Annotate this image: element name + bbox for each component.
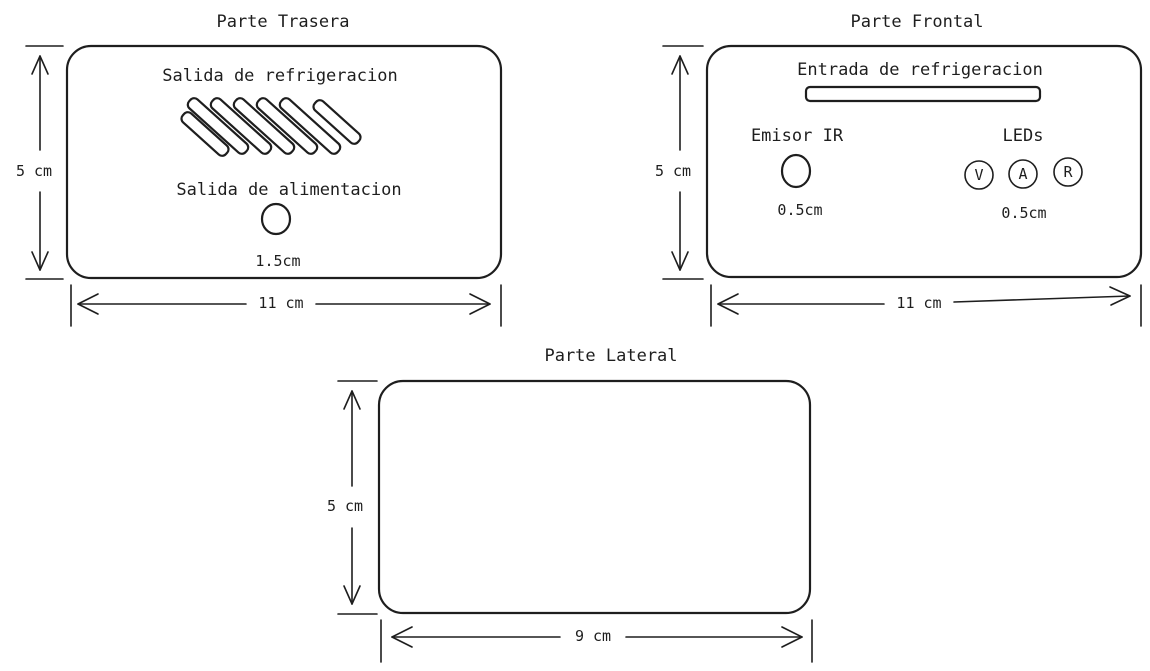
led-amber [1008, 159, 1038, 189]
rear-power-hole-size: 1.5cm [255, 252, 300, 270]
side-height-dimension: 5 cm [327, 380, 378, 615]
rear-cooling-outlet-label: Salida de refrigeracion [162, 66, 397, 86]
vent-slot [312, 99, 362, 145]
side-view: Parte Lateral 5 cm 9 cm [327, 346, 813, 663]
rear-view: Parte Trasera Salida de refrigeracion Sa… [16, 12, 503, 327]
led-green [964, 160, 994, 190]
front-title: Parte Frontal [850, 12, 983, 32]
led-red [1053, 157, 1083, 187]
rear-height-label: 5 cm [16, 162, 52, 180]
front-panel [705, 44, 1143, 279]
front-cooling-inlet-label: Entrada de refrigeracion [797, 60, 1043, 80]
side-width-dimension: 9 cm [380, 619, 813, 663]
side-height-label: 5 cm [327, 497, 363, 515]
led-amber-label: A [1018, 165, 1027, 183]
front-width-label: 11 cm [896, 294, 941, 312]
front-leds: V A R [964, 157, 1083, 190]
front-cooling-inlet-slot [804, 85, 1042, 103]
rear-power-outlet-label: Salida de alimentacion [176, 180, 401, 200]
vent-slot [278, 97, 342, 155]
front-ir-size: 0.5cm [777, 201, 822, 219]
led-red-label: R [1063, 163, 1073, 181]
front-ir-label: Emisor IR [751, 126, 844, 146]
front-ir-emitter [780, 153, 812, 189]
vent-slot [209, 97, 273, 155]
front-height-dimension: 5 cm [655, 45, 704, 280]
side-width-label: 9 cm [575, 627, 611, 645]
vent-slot [186, 97, 250, 155]
front-width-dimension: 11 cm [710, 284, 1142, 327]
rear-title: Parte Trasera [216, 12, 349, 32]
front-height-label: 5 cm [655, 162, 691, 180]
front-view: Parte Frontal Entrada de refrigeracion E… [655, 12, 1143, 327]
rear-power-hole [260, 202, 292, 236]
rear-cooling-vents [180, 97, 362, 157]
vent-slot [255, 97, 319, 155]
vent-slot [180, 111, 230, 157]
side-panel [377, 379, 812, 615]
rear-panel [65, 44, 503, 280]
rear-width-label: 11 cm [258, 294, 303, 312]
led-green-label: V [974, 166, 983, 184]
rear-height-dimension: 5 cm [16, 45, 64, 280]
front-leds-size: 0.5cm [1001, 204, 1046, 222]
side-title: Parte Lateral [544, 346, 677, 366]
vent-slot [232, 97, 296, 155]
rear-width-dimension: 11 cm [70, 284, 502, 327]
front-leds-label: LEDs [1003, 126, 1044, 146]
